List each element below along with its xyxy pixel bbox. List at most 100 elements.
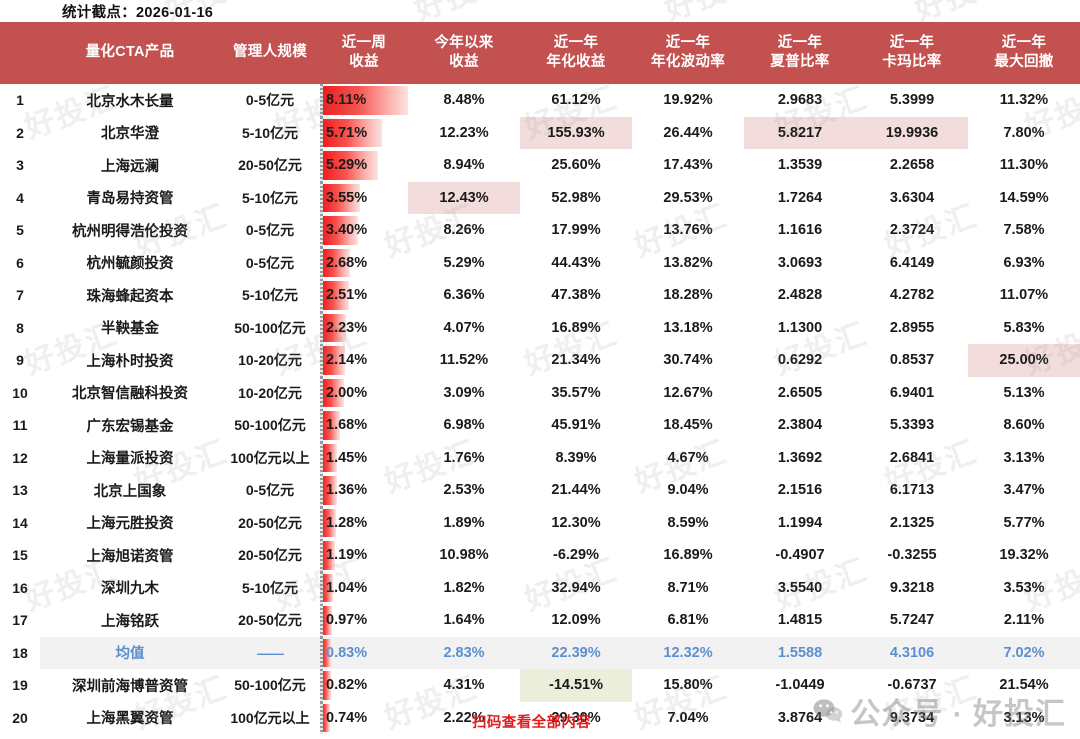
cell-ann: 22.39% [520,636,632,669]
weekly-return-bar-cell: 0.82% [320,669,408,702]
table-row[interactable]: 12 上海量派投资 100亿元以上 1.45% 1.76% 8.39% 4.67% 1.369… [0,441,1080,474]
table-row[interactable]: 17 上海铭跃 20-50亿元 0.97% 1.64% 12.09% 6.81% 1.4815… [0,604,1080,637]
column-header-rank[interactable] [0,22,40,84]
table-row[interactable]: 20 上海黑翼资管 100亿元以上 0.74% 2.22% 29.30% 7.04% 3.87… [0,701,1080,734]
table-row[interactable]: 5 杭州明得浩伦投资 0-5亿元 3.40% 8.26% 17.99% 13.76% 1.16… [0,214,1080,247]
table-row[interactable]: 15 上海旭诺资管 20-50亿元 1.19% 10.98% -6.29% 16.89% -0… [0,539,1080,572]
column-header-week[interactable]: 近一周 收益 [320,22,408,84]
table-row[interactable]: 3 上海远澜 20-50亿元 5.29% 8.94% 25.60% 17.43% 1.3539… [0,149,1080,182]
cell-sharpe: 3.5540 [777,579,823,596]
column-header-line1: 近一年 [553,34,599,51]
cell-ann: 12.09% [551,612,601,629]
bar-axis-line [320,604,323,637]
product-name[interactable]: 北京上国象 [93,483,167,500]
row-rank: 19 [12,677,28,694]
product-name[interactable]: 上海量派投资 [86,451,174,468]
cell-ann: 35.57% [551,384,601,401]
row-rank: 8 [16,319,24,336]
product-name[interactable]: 均值 [40,636,220,669]
product-name[interactable]: 杭州毓颜投资 [86,256,174,273]
table-row[interactable]: 1 北京水木长量 0-5亿元 8.11% 8.48% 61.12% 19.92% 2.9683… [0,84,1080,117]
product-name[interactable]: 北京华澄 [101,126,159,143]
column-header-vol[interactable]: 近一年 年化波动率 [632,22,744,84]
column-header-line2: 夏普比率 [770,54,830,70]
cell-mdd: 3.13% [1003,449,1045,466]
table-row[interactable]: 8 半鞅基金 50-100亿元 2.23% 4.07% 16.89% 13.18% 1.130… [0,311,1080,344]
product-name[interactable]: 珠海蜂起资本 [86,288,174,305]
product-name[interactable]: 半鞅基金 [101,321,159,338]
cell-calmar: 6.4149 [889,254,935,271]
cell-calmar: -0.3255 [887,547,937,564]
cell-mdd: 3.13% [1003,709,1045,726]
product-name[interactable]: 深圳九木 [101,581,159,598]
column-header-line1: 近一周 [341,34,387,51]
table-row[interactable]: 14 上海元胜投资 20-50亿元 1.28% 1.89% 12.30% 8.59% 1.19… [0,506,1080,539]
cell-calmar: 2.1325 [889,514,935,531]
cell-calmar: 19.9936 [856,116,968,149]
manager-scale: 0-5亿元 [245,482,295,499]
title-bar: 统计截点：2026-01-16 [0,0,1080,22]
product-name[interactable]: 上海旭诺资管 [86,548,174,565]
weekly-return-bar [322,378,344,407]
cell-ann: 29.30% [551,709,601,726]
row-rank: 14 [12,514,28,531]
cell-ytd: 4.31% [443,677,485,694]
cell-mdd: 11.07% [999,287,1049,304]
table-row[interactable]: 13 北京上国象 0-5亿元 1.36% 2.53% 21.44% 9.04% 2.1516 6… [0,474,1080,507]
column-header-sharpe[interactable]: 近一年 夏普比率 [744,22,856,84]
cell-vol: 8.59% [667,514,709,531]
weekly-return-bar-cell: 2.23% [320,311,408,344]
weekly-return-bar-cell: 5.29% [320,149,408,182]
weekly-return-bar [322,281,349,310]
cell-ann: 21.34% [551,352,601,369]
bar-axis-line [320,441,323,474]
weekly-return-bar-cell: 0.97% [320,604,408,637]
product-name[interactable]: 广东宏锡基金 [86,418,174,435]
product-name[interactable]: 深圳前海博普资管 [72,678,188,695]
table-row[interactable]: 9 上海朴时投资 10-20亿元 2.14% 11.52% 21.34% 30.74% 0.6… [0,344,1080,377]
weekly-return-bar-cell: 0.74% [320,701,408,734]
cell-vol: 9.04% [667,482,709,499]
cell-calmar: 2.6841 [889,449,935,466]
product-name[interactable]: 上海元胜投资 [86,516,174,533]
table-row[interactable]: 7 珠海蜂起资本 5-10亿元 2.51% 6.36% 47.38% 18.28% 2.482… [0,279,1080,312]
product-name[interactable]: 上海铭跃 [101,613,159,630]
cell-mdd: 8.60% [1003,417,1045,434]
weekly-return-value: 1.45% [326,449,368,466]
table-row[interactable]: 10 北京智信融科投资 10-20亿元 2.00% 3.09% 35.57% 12.67% 2… [0,376,1080,409]
column-header-calmar[interactable]: 近一年 卡玛比率 [856,22,968,84]
cell-ann: 52.98% [551,189,601,206]
table-row[interactable]: 2 北京华澄 5-10亿元 5.71% 12.23% 155.93% 26.44% 5.821… [0,116,1080,149]
product-name[interactable]: 北京水木长量 [86,93,174,110]
weekly-return-bar-cell: 2.14% [320,344,408,377]
cell-ytd: 5.29% [443,254,485,271]
column-header-ytd[interactable]: 今年以来 收益 [408,22,520,84]
cell-ann: -14.51% [520,669,632,702]
weekly-return-value: 5.29% [326,157,368,174]
manager-scale: 5-10亿元 [241,124,299,141]
table-row[interactable]: 16 深圳九木 5-10亿元 1.04% 1.82% 32.94% 8.71% 3.5540 9… [0,571,1080,604]
average-row[interactable]: 18 均值 —— 0.83% 2.83% 22.39% 12.32% 1.5588 4.3106… [0,636,1080,669]
product-name[interactable]: 青岛易持资管 [86,191,174,208]
weekly-return-bar-cell: 5.71% [320,116,408,149]
product-name[interactable]: 杭州明得浩伦投资 [72,223,188,240]
column-header-scale[interactable]: 管理人规模 [220,22,320,84]
cell-sharpe: -0.4907 [775,547,825,564]
cell-calmar: 5.3999 [889,92,935,109]
table-row[interactable]: 4 青岛易持资管 5-10亿元 3.55% 12.43% 52.98% 29.53% 1.72… [0,181,1080,214]
column-header-mdd[interactable]: 近一年 最大回撤 [968,22,1080,84]
cell-sharpe: 3.8764 [777,709,823,726]
table-row[interactable]: 19 深圳前海博普资管 50-100亿元 0.82% 4.31% -14.51% 15.80… [0,669,1080,702]
product-name[interactable]: 上海远澜 [101,158,159,175]
table-row[interactable]: 11 广东宏锡基金 50-100亿元 1.68% 6.98% 45.91% 18.45% 2.… [0,409,1080,442]
bar-axis-line [320,669,323,702]
cell-sharpe: 2.4828 [777,287,823,304]
cell-ytd: 1.64% [443,612,485,629]
table-row[interactable]: 6 杭州毓颜投资 0-5亿元 2.68% 5.29% 44.43% 13.82% 3.0693… [0,246,1080,279]
column-header-ann[interactable]: 近一年 年化收益 [520,22,632,84]
product-name[interactable]: 北京智信融科投资 [72,386,188,403]
column-header-name[interactable]: 量化CTA产品 [40,22,220,84]
product-name[interactable]: 上海黑翼资管 [86,711,174,728]
cell-ann: 47.38% [551,287,601,304]
product-name[interactable]: 上海朴时投资 [86,353,174,370]
